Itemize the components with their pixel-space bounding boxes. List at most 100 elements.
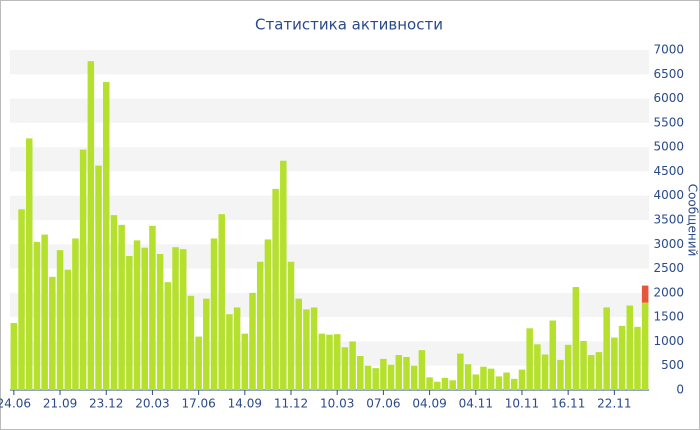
- bar: [156, 254, 164, 390]
- bar: [333, 334, 341, 390]
- grid-band: [10, 147, 649, 172]
- bar: [472, 374, 480, 390]
- x-tick-label: 10.11: [505, 397, 539, 411]
- y-tick-label: 5000: [653, 140, 684, 154]
- bar: [272, 188, 279, 390]
- bar: [256, 261, 264, 390]
- bar: [64, 269, 71, 390]
- bar: [526, 328, 533, 390]
- y-tick-label: 6500: [653, 67, 684, 81]
- x-tick-label: 04.09: [412, 397, 446, 411]
- bar: [56, 250, 64, 390]
- bar: [72, 238, 79, 390]
- bar: [503, 372, 510, 390]
- bar: [534, 344, 541, 390]
- bar: [511, 378, 518, 390]
- x-tick-label: 20.03: [135, 397, 169, 411]
- bar: [603, 307, 610, 390]
- x-tick-label: 22.11: [597, 397, 631, 411]
- bar: [172, 247, 179, 390]
- bar: [126, 255, 133, 390]
- bar: [233, 307, 241, 390]
- x-tick-label: 07.06: [366, 397, 400, 411]
- bar: [557, 359, 564, 390]
- bar: [287, 261, 295, 390]
- bar: [249, 292, 256, 390]
- bar: [264, 239, 272, 390]
- x-tick-label: 10.03: [320, 397, 354, 411]
- bar: [303, 309, 310, 390]
- bar: [487, 368, 495, 390]
- bar: [218, 214, 225, 390]
- y-tick-label: 3000: [653, 237, 684, 251]
- y-tick-label: 500: [661, 358, 684, 372]
- bar: [572, 287, 580, 390]
- bar: [203, 298, 210, 390]
- bar: [495, 376, 503, 390]
- bar: [33, 241, 41, 390]
- bar: [464, 364, 472, 390]
- bar: [395, 355, 403, 390]
- y-tick-label: 3500: [653, 213, 684, 227]
- bar: [326, 334, 333, 390]
- bar: [349, 341, 356, 390]
- bar: [441, 377, 449, 390]
- bar: [87, 61, 95, 391]
- bar: [210, 238, 218, 390]
- bar: [318, 333, 326, 390]
- y-tick-label: 1000: [653, 334, 684, 348]
- bar: [641, 285, 649, 303]
- x-tick-label: 11.12: [274, 397, 308, 411]
- y-tick-label: 2500: [653, 261, 684, 275]
- bar: [457, 353, 464, 390]
- y-tick-label: 2000: [653, 285, 684, 299]
- x-tick-label: 04.11: [459, 397, 493, 411]
- chart-title: Статистика активности: [255, 16, 443, 34]
- bar: [10, 322, 18, 390]
- y-tick-label: 1500: [653, 310, 684, 324]
- bar: [179, 249, 187, 390]
- bar: [418, 350, 426, 390]
- y-tick-label: 4000: [653, 188, 684, 202]
- bar: [357, 356, 364, 390]
- y-axis-label: Сообщений: [686, 184, 700, 257]
- bar: [618, 325, 626, 390]
- bar: [549, 320, 557, 390]
- x-tick-label: 16.11: [551, 397, 585, 411]
- bar: [372, 368, 379, 390]
- x-tick-label: 23.12: [89, 397, 123, 411]
- bar: [149, 225, 156, 390]
- x-tick-label: 17.06: [181, 397, 215, 411]
- bar: [102, 82, 110, 391]
- bar: [25, 138, 33, 390]
- bar: [95, 165, 102, 390]
- bar: [410, 365, 418, 390]
- bar: [426, 377, 433, 390]
- grid-band: [10, 50, 649, 75]
- bar: [518, 369, 526, 390]
- bar: [195, 336, 202, 390]
- bar: [588, 355, 595, 390]
- x-tick-label: 14.09: [228, 397, 262, 411]
- bar: [541, 354, 549, 390]
- bar: [141, 247, 148, 390]
- y-tick-label: 4500: [653, 164, 684, 178]
- bar: [403, 356, 410, 390]
- y-tick-label: 6000: [653, 91, 684, 105]
- bar: [434, 381, 441, 390]
- bar: [164, 282, 172, 390]
- bar: [380, 358, 387, 390]
- bar: [387, 364, 395, 390]
- bar: [41, 234, 48, 390]
- bar: [49, 276, 56, 390]
- bar: [641, 302, 649, 390]
- bar: [241, 333, 249, 390]
- bar: [341, 347, 349, 390]
- x-tick-label: 21.09: [43, 397, 77, 411]
- bar: [626, 305, 634, 390]
- y-tick-label: 5500: [653, 115, 684, 129]
- bar: [187, 295, 195, 390]
- bar: [280, 160, 287, 390]
- bar: [110, 215, 118, 390]
- bar: [310, 307, 318, 390]
